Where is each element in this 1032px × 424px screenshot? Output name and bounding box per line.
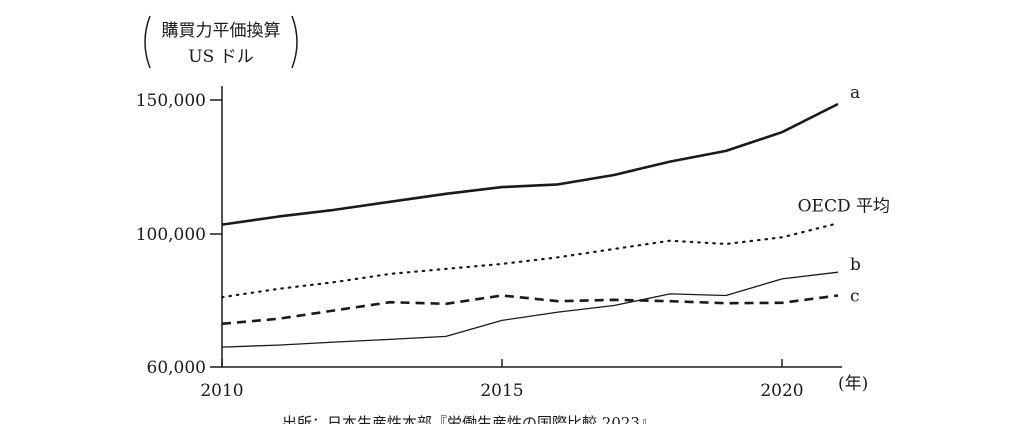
series-label: c	[850, 287, 860, 307]
x-tick-label: 2015	[480, 381, 523, 401]
y-axis-label-line1: 購買力平価換算	[162, 21, 281, 41]
series-label: a	[850, 83, 860, 103]
series-line-a	[221, 102, 839, 226]
unit-right-paren	[291, 15, 298, 69]
series-line-b	[221, 271, 839, 348]
y-axis-label-line2: US ドル	[188, 47, 253, 67]
x-tick-label: 2020	[760, 381, 803, 401]
series-label: b	[850, 255, 861, 275]
source-note: 出所：日本生産性本部『労働生産性の国際比較 2023』	[282, 414, 655, 424]
unit-left-paren	[144, 15, 151, 69]
x-tick-label: 2010	[200, 381, 243, 401]
series-lines	[220, 102, 840, 348]
y-tick-label: 60,000	[147, 358, 206, 378]
series-line-OECD-平均	[220, 222, 840, 299]
x-axis-unit: (年)	[838, 374, 868, 394]
series-line-c	[221, 294, 839, 326]
y-tick-label: 150,000	[136, 91, 206, 111]
y-unit-label: 購買力平価換算 US ドル	[144, 15, 298, 69]
series-labels: a OECD 平均 bc	[798, 83, 890, 306]
y-ticks: 60,000 100,000 150,000	[136, 91, 222, 378]
x-ticks: 2010 2015 2020	[200, 359, 804, 401]
y-tick-label: 100,000	[136, 225, 206, 245]
series-label: OECD 平均	[798, 196, 890, 216]
